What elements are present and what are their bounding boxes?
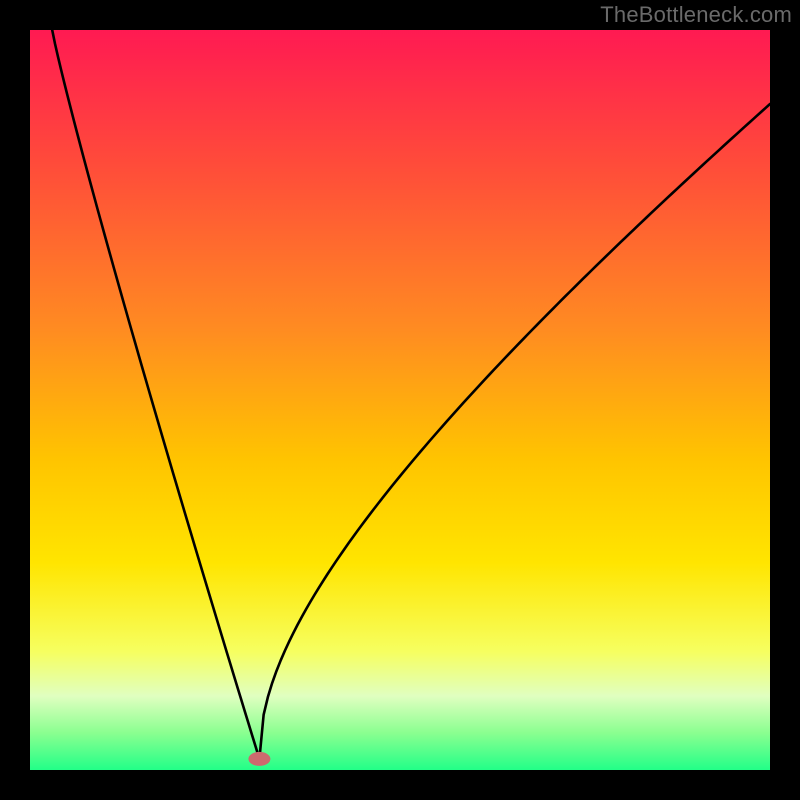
watermark-text: TheBottleneck.com: [600, 2, 792, 28]
bottleneck-chart: [0, 0, 800, 800]
plot-gradient-background: [30, 30, 770, 770]
vertex-marker: [248, 752, 270, 766]
